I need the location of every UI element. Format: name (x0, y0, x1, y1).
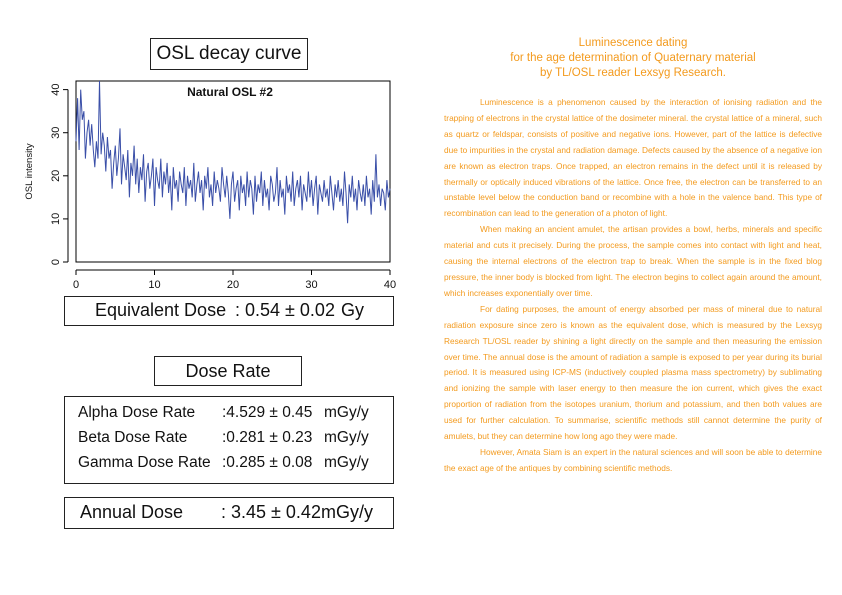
article-paragraph: When making an ancient amulet, the artis… (444, 224, 822, 298)
x-tick-label: 0 (73, 279, 79, 291)
article: Luminescence dating for the age determin… (444, 36, 822, 477)
article-title: Luminescence dating for the age determin… (444, 36, 822, 81)
y-tick-label: 10 (50, 213, 62, 225)
gamma-dose-rate-label: Gamma Dose Rate (78, 454, 211, 471)
series-line (75, 80, 391, 224)
dose-rate-title-text: Dose Rate (185, 360, 271, 381)
x-tick-label: 40 (384, 279, 396, 291)
y-tick-label: 40 (50, 83, 62, 95)
equivalent-dose-value: : 0.54 ± 0.02 (235, 300, 335, 320)
y-tick-label: 30 (50, 127, 62, 139)
beta-dose-rate-unit: mGy/y (324, 429, 369, 446)
osl-decay-curve-title: OSL decay curve (150, 38, 308, 70)
gamma-dose-rate-unit: mGy/y (324, 454, 369, 471)
dose-rate-title: Dose Rate (154, 356, 302, 386)
chart-title: Natural OSL #2 (187, 85, 273, 99)
article-paragraph: Luminescence is a phenomenon caused by t… (444, 97, 822, 219)
article-title-line: Luminescence dating (578, 37, 688, 49)
annual-dose-unit: mGy/y (321, 502, 373, 522)
x-tick-label: 30 (305, 279, 317, 291)
plot-frame (75, 80, 391, 263)
x-tick-label: 20 (227, 279, 239, 291)
equivalent-dose-unit: Gy (341, 300, 365, 320)
article-paragraph: For dating purposes, the amount of energ… (444, 303, 822, 442)
annual-dose-box: Annual Dose : 3.45 ± 0.42 mGy/y (64, 497, 394, 529)
alpha-dose-rate-value: :4.529 ± 0.45 (222, 404, 313, 421)
annual-dose-value: : 3.45 ± 0.42 (221, 502, 321, 522)
beta-dose-rate-row: Beta Dose Rate :0.281 ± 0.23 mGy/y (78, 429, 388, 451)
x-tick-label: 10 (148, 279, 160, 291)
osl-title-text: OSL decay curve (156, 43, 302, 64)
y-axis-label: OSL intensity (24, 143, 35, 199)
gamma-dose-rate-row: Gamma Dose Rate :0.285 ± 0.08 mGy/y (78, 454, 388, 476)
y-tick-label: 0 (50, 259, 62, 265)
alpha-dose-rate-row: Alpha Dose Rate :4.529 ± 0.45 mGy/y (78, 404, 388, 426)
alpha-dose-rate-label: Alpha Dose Rate (78, 404, 196, 421)
annual-dose-label: Annual Dose (80, 502, 184, 522)
alpha-dose-rate-unit: mGy/y (324, 404, 369, 421)
equivalent-dose-label: Equivalent Dose (95, 300, 227, 320)
article-title-line: by TL/OSL reader Lexsyg Research. (539, 67, 726, 79)
y-tick-label: 20 (50, 170, 62, 182)
article-title-line: for the age determination of Quaternary … (510, 52, 756, 64)
equivalent-dose-box: Equivalent Dose : 0.54 ± 0.02 Gy (64, 296, 394, 326)
gamma-dose-rate-value: :0.285 ± 0.08 (222, 454, 313, 471)
article-paragraph: However, Amata Siam is an expert in the … (444, 446, 822, 473)
dose-rates-box: Alpha Dose Rate :4.529 ± 0.45 mGy/y Beta… (64, 396, 394, 484)
beta-dose-rate-value: :0.281 ± 0.23 (222, 429, 313, 446)
beta-dose-rate-label: Beta Dose Rate (78, 429, 188, 446)
osl-decay-chart: 0 10 20 30 40 0 10 20 30 40 OSL intensity Natural O… (24, 80, 396, 291)
